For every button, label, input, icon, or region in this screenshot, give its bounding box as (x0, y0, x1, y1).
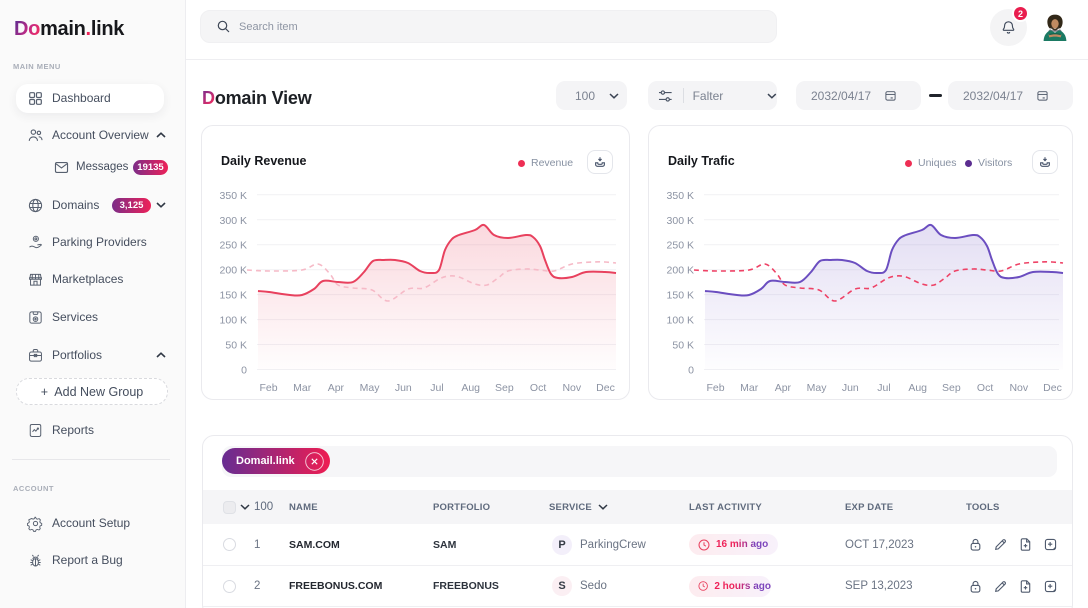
svg-text:Apr: Apr (775, 382, 792, 394)
svg-text:200 K: 200 K (220, 265, 247, 277)
svg-text:Jul: Jul (430, 382, 443, 394)
svg-text:Feb: Feb (706, 382, 724, 394)
svg-text:100 K: 100 K (220, 315, 247, 327)
svg-text:350 K: 350 K (220, 190, 247, 202)
svg-text:300 K: 300 K (220, 215, 247, 227)
svg-text:May: May (360, 382, 381, 394)
svg-text:Feb: Feb (259, 382, 277, 394)
svg-text:0: 0 (241, 365, 247, 377)
svg-text:Dec: Dec (1043, 382, 1062, 394)
svg-text:150 K: 150 K (220, 290, 247, 302)
svg-text:Sep: Sep (942, 382, 961, 394)
svg-text:Sep: Sep (495, 382, 514, 394)
svg-text:Oct: Oct (977, 382, 993, 394)
svg-text:Apr: Apr (328, 382, 345, 394)
svg-text:Aug: Aug (908, 382, 927, 394)
svg-text:Mar: Mar (740, 382, 759, 394)
svg-text:150 K: 150 K (667, 290, 694, 302)
svg-text:300 K: 300 K (667, 215, 694, 227)
svg-text:Mar: Mar (293, 382, 312, 394)
svg-text:Aug: Aug (461, 382, 480, 394)
svg-text:May: May (807, 382, 828, 394)
svg-text:Nov: Nov (1009, 382, 1028, 394)
svg-text:Jul: Jul (877, 382, 890, 394)
svg-text:Jun: Jun (395, 382, 412, 394)
svg-text:250 K: 250 K (220, 240, 247, 252)
svg-text:250 K: 250 K (667, 240, 694, 252)
svg-text:200 K: 200 K (667, 265, 694, 277)
svg-text:Oct: Oct (530, 382, 546, 394)
svg-text:Dec: Dec (596, 382, 615, 394)
svg-text:Nov: Nov (562, 382, 581, 394)
svg-text:350 K: 350 K (667, 190, 694, 202)
svg-text:Jun: Jun (842, 382, 859, 394)
svg-text:100 K: 100 K (667, 315, 694, 327)
svg-text:50 K: 50 K (672, 340, 694, 352)
svg-text:50 K: 50 K (225, 340, 247, 352)
svg-text:0: 0 (688, 365, 694, 377)
